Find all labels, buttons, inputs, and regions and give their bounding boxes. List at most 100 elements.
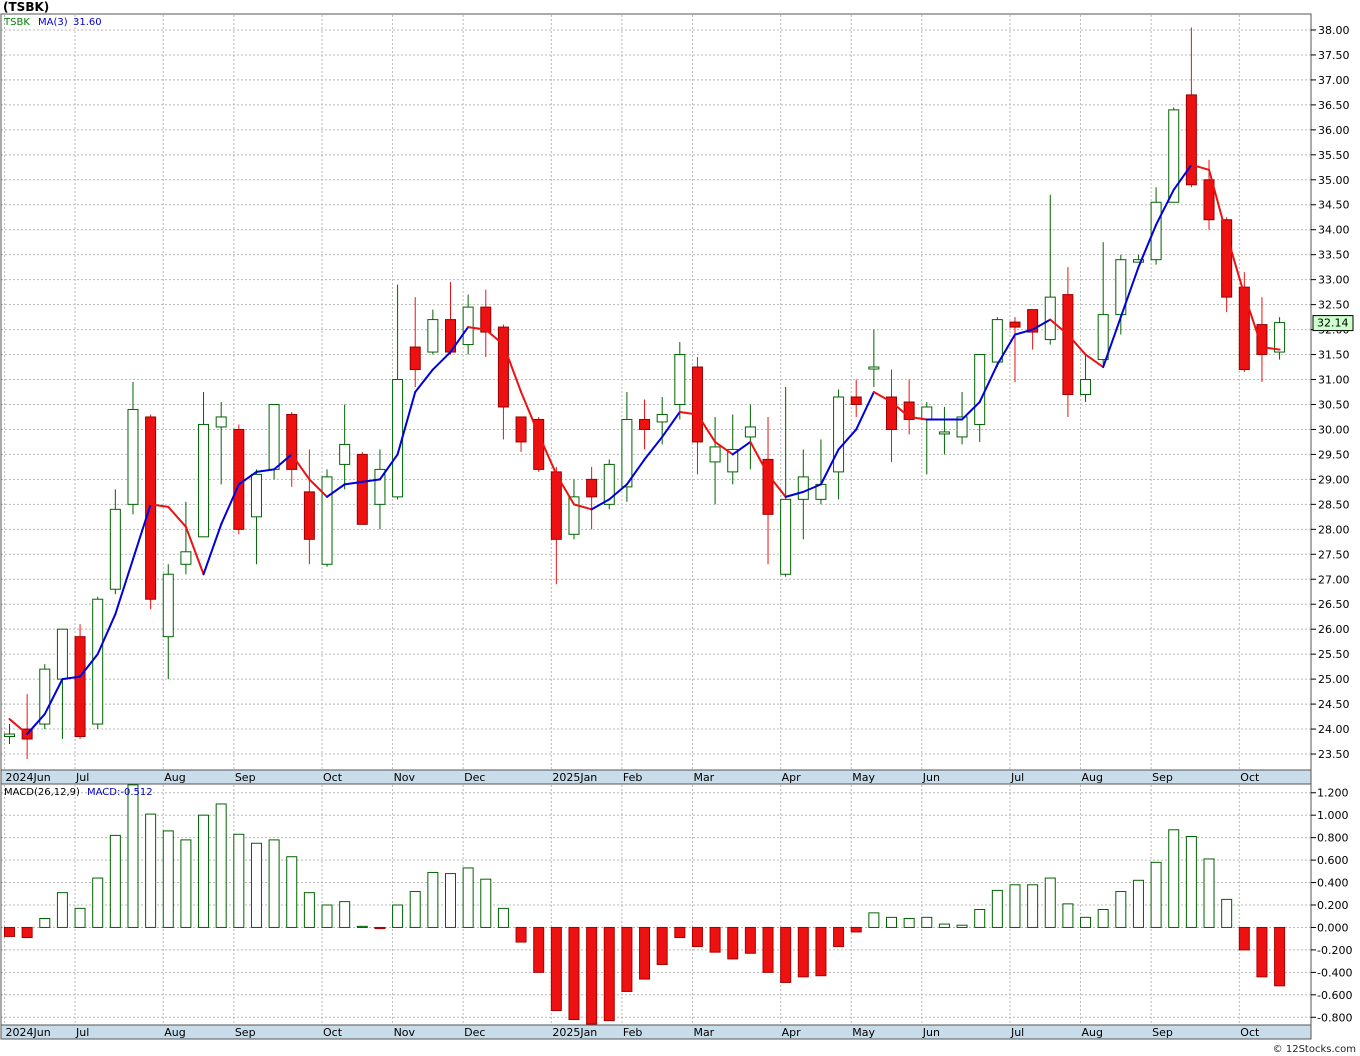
ma3-segment [167, 505, 187, 528]
candle [639, 399, 651, 450]
ma3-segment [978, 363, 999, 403]
macd-bar [1080, 916, 1092, 928]
price-legend: TSBK MA(3) 31.60 [3, 17, 102, 28]
candle-body [374, 468, 386, 505]
candle [250, 469, 262, 565]
macd-bar [744, 926, 756, 954]
macd-bar [74, 907, 86, 928]
ma3-segment [326, 483, 346, 498]
month-labels-price: 2024Jun Jul Aug Sep Oct Nov Dec 2025Jan Feb Mar Ap… [6, 771, 1261, 784]
candle-body [127, 408, 139, 505]
candle-body [180, 551, 192, 565]
ma3-segment [731, 440, 752, 456]
price-tick-label: 31.50 [1318, 349, 1350, 362]
month-label: Jun [922, 771, 940, 784]
price-axis-band [0, 769, 1312, 785]
candle-body [497, 326, 509, 408]
candle-body [109, 508, 121, 590]
candle-body [303, 491, 315, 540]
candle [480, 289, 492, 358]
macd-legend-params: MACD(26,12,9) [4, 787, 80, 798]
macd-tick-label: 0.400 [1317, 877, 1349, 890]
macd-bar [974, 908, 986, 928]
candle-body [621, 418, 633, 488]
candle-body [56, 628, 68, 680]
copyright: © 12Stocks.com [1272, 1044, 1356, 1055]
candle [409, 297, 421, 388]
macd-bar [1044, 877, 1056, 928]
candle-body [1044, 296, 1056, 341]
month-label: Jul [1010, 771, 1024, 784]
macd-bar [586, 926, 598, 1025]
candle-body [639, 418, 651, 430]
month-label: Apr [782, 1026, 802, 1039]
price-tick-label: 28.00 [1318, 523, 1350, 536]
macd-bar [198, 814, 210, 928]
ma3-segment [696, 413, 717, 443]
ma3-segment [1243, 293, 1263, 349]
candle [374, 449, 386, 530]
macd-bar [480, 878, 492, 928]
candle [233, 424, 245, 535]
month-label: 2025Jan [552, 771, 597, 784]
last-price-box [1312, 315, 1354, 332]
ma3-segment [255, 468, 276, 473]
candle-body [92, 598, 104, 725]
macd-bar [127, 784, 139, 928]
candle [339, 404, 351, 490]
month-labels-macd: 2024Jun Jul Aug Sep Oct Nov Dec 2025Jan Feb Mar Ap… [6, 1026, 1261, 1039]
macd-bar [674, 926, 686, 939]
price-tick-label: 25.50 [1318, 648, 1350, 661]
macd-bar [1027, 884, 1039, 928]
candle [991, 317, 1003, 368]
ma3-segment [220, 483, 240, 526]
month-label: Dec [464, 771, 485, 784]
ma3-segment [484, 328, 505, 346]
candle-body [709, 446, 721, 463]
month-label: Sep [235, 771, 256, 784]
macd-bar [903, 917, 915, 928]
price-tick-label: 30.00 [1318, 423, 1350, 436]
macd-bar [1009, 884, 1021, 928]
ma3-segment [343, 480, 364, 486]
macd-bar [1132, 879, 1144, 928]
month-label: Oct [323, 1026, 343, 1039]
month-label: Nov [394, 1026, 416, 1039]
price-tick-label: 30.50 [1318, 398, 1350, 411]
candle [938, 406, 950, 455]
candle [780, 387, 792, 577]
ma3-segment [26, 713, 46, 736]
candle [39, 664, 51, 730]
candle-body [956, 416, 968, 438]
month-label: Jul [1010, 1026, 1024, 1039]
candle-body [145, 416, 157, 600]
candle [1062, 267, 1074, 417]
candle-body [762, 458, 774, 515]
month-label: Oct [323, 771, 343, 784]
ma3-segment [1013, 328, 1034, 336]
ma3-segment [590, 498, 611, 511]
candle-body [198, 423, 210, 538]
month-label: May [852, 771, 875, 784]
candle-body [286, 413, 298, 470]
candle-body [886, 396, 897, 430]
candlesticks [4, 27, 1286, 760]
ma3-segment [502, 343, 523, 393]
candle [145, 414, 157, 610]
macd-bar [1168, 829, 1180, 928]
ma3-segment [431, 351, 452, 371]
macd-tick-label: 0.000 [1317, 921, 1349, 934]
ma3-segment [308, 478, 329, 498]
macd-tick-label: -0.600 [1317, 989, 1352, 1002]
ma3-segment [608, 483, 628, 501]
month-label: 2025Jan [552, 1026, 597, 1039]
ma3-segment [131, 503, 152, 561]
macd-bar [497, 907, 509, 928]
macd-bar [1062, 903, 1074, 928]
candle [92, 596, 104, 730]
macd-bar [445, 873, 456, 928]
macd-bar [1203, 858, 1215, 928]
price-tick-label: 37.50 [1318, 49, 1350, 62]
macd-bar [427, 871, 439, 928]
price-tick-label: 26.50 [1318, 598, 1350, 611]
